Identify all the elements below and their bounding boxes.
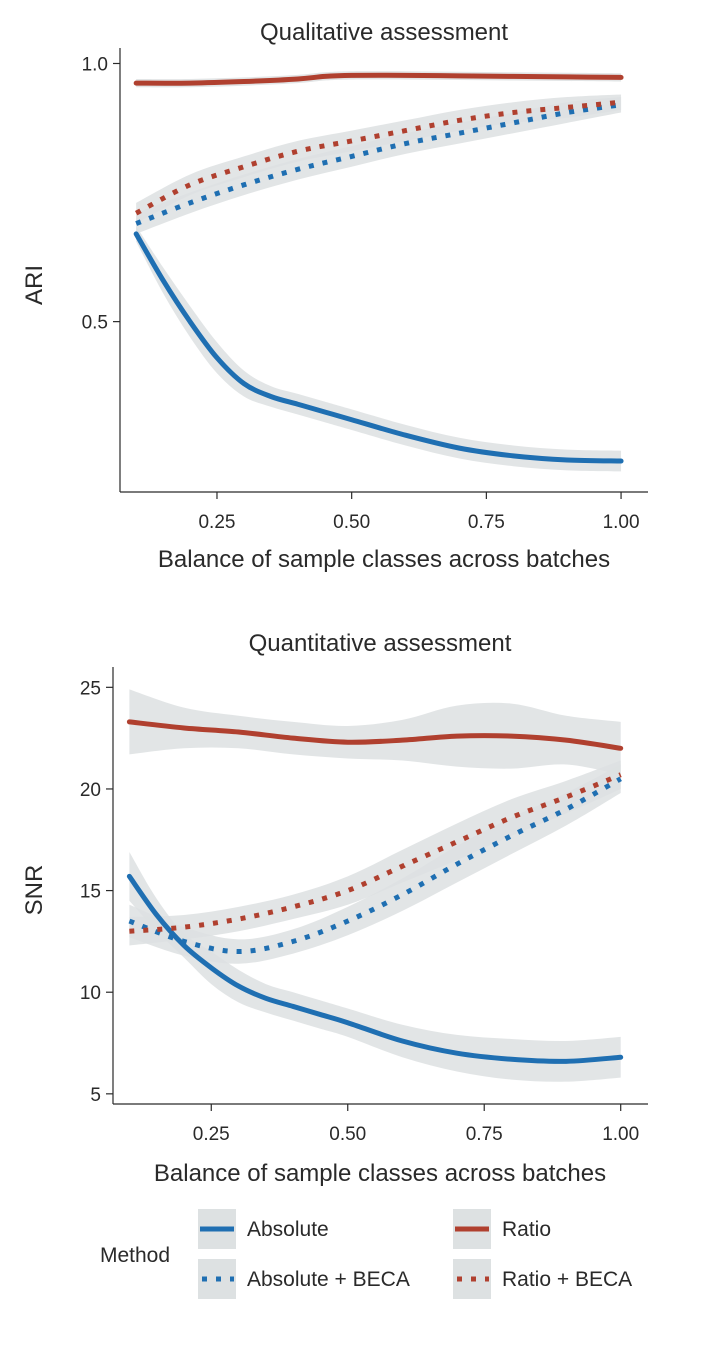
series-line-ratio — [126, 719, 624, 751]
x-tick-label: 0.50 — [329, 1124, 366, 1145]
legend-label: Absolute — [247, 1218, 329, 1241]
y-tick-label: 5 — [90, 1085, 101, 1106]
x-tick-label: 0.75 — [468, 512, 505, 533]
x-tick-label: 0.25 — [193, 1124, 230, 1145]
confidence-bands — [136, 71, 622, 472]
series-line-absolute-plus-beca — [128, 776, 622, 955]
y-axis-label: SNR — [21, 865, 48, 916]
y-tick-label: 0.5 — [82, 313, 108, 334]
chart-title: Qualitative assessment — [260, 19, 508, 46]
y-tick-label: 25 — [80, 678, 101, 699]
x-axis-label: Balance of sample classes across batches — [158, 546, 610, 573]
axes — [119, 48, 648, 493]
chart-qualitative: Qualitative assessment ARI Balance of sa… — [21, 19, 648, 573]
y-tick-label: 20 — [80, 780, 101, 801]
legend-label: Ratio + BECA — [502, 1268, 632, 1291]
series-line-absolute — [126, 873, 624, 1064]
chart-quantitative: Quantitative assessment SNR Balance of s… — [21, 630, 648, 1187]
band-absolute — [136, 226, 622, 472]
x-tick-label: 0.75 — [466, 1124, 503, 1145]
legend-item-ratio-beca: Ratio + BECA — [453, 1259, 632, 1299]
x-tick-label: 0.50 — [333, 512, 370, 533]
series-lines — [133, 72, 624, 464]
legend-title: Method — [100, 1244, 170, 1267]
series-line-ratio-plus-beca — [129, 772, 622, 934]
series-line-absolute — [133, 231, 624, 464]
legend-label: Ratio — [502, 1218, 551, 1241]
y-ticks: 5 10 15 20 25 — [80, 678, 113, 1106]
x-axis-label: Balance of sample classes across batches — [154, 1160, 606, 1187]
y-tick-label: 10 — [80, 983, 101, 1004]
band-absolute-plus-beca — [129, 764, 621, 964]
series-line-ratio — [133, 72, 624, 86]
legend-item-ratio: Ratio — [453, 1209, 551, 1249]
legend-item-absolute-beca: Absolute + BECA — [198, 1259, 410, 1299]
confidence-bands — [129, 689, 621, 1082]
x-tick-label: 1.00 — [603, 512, 640, 533]
x-tick-label: 0.25 — [198, 512, 235, 533]
x-tick-label: 1.00 — [602, 1124, 639, 1145]
band-ratio-plus-beca — [129, 760, 621, 946]
y-axis-label: ARI — [21, 265, 48, 305]
legend: Method Absolute Ratio Absolute + BECA Ra… — [100, 1209, 632, 1299]
y-tick-label: 1.0 — [82, 54, 108, 75]
series-line-ratio-plus-beca — [134, 99, 622, 216]
y-ticks: 0.5 1.0 — [82, 54, 120, 334]
x-ticks: 0.25 0.50 0.75 1.00 — [198, 492, 640, 533]
x-ticks: 0.25 0.50 0.75 1.00 — [193, 1104, 639, 1145]
series-lines — [126, 719, 624, 1064]
series-line-absolute-plus-beca — [135, 102, 622, 226]
legend-item-absolute: Absolute — [198, 1209, 329, 1249]
band-absolute-plus-beca — [136, 97, 622, 234]
chart-title: Quantitative assessment — [249, 630, 512, 657]
y-tick-label: 15 — [80, 882, 101, 903]
axes — [112, 667, 648, 1105]
legend-label: Absolute + BECA — [247, 1268, 410, 1291]
band-ratio — [129, 689, 621, 775]
